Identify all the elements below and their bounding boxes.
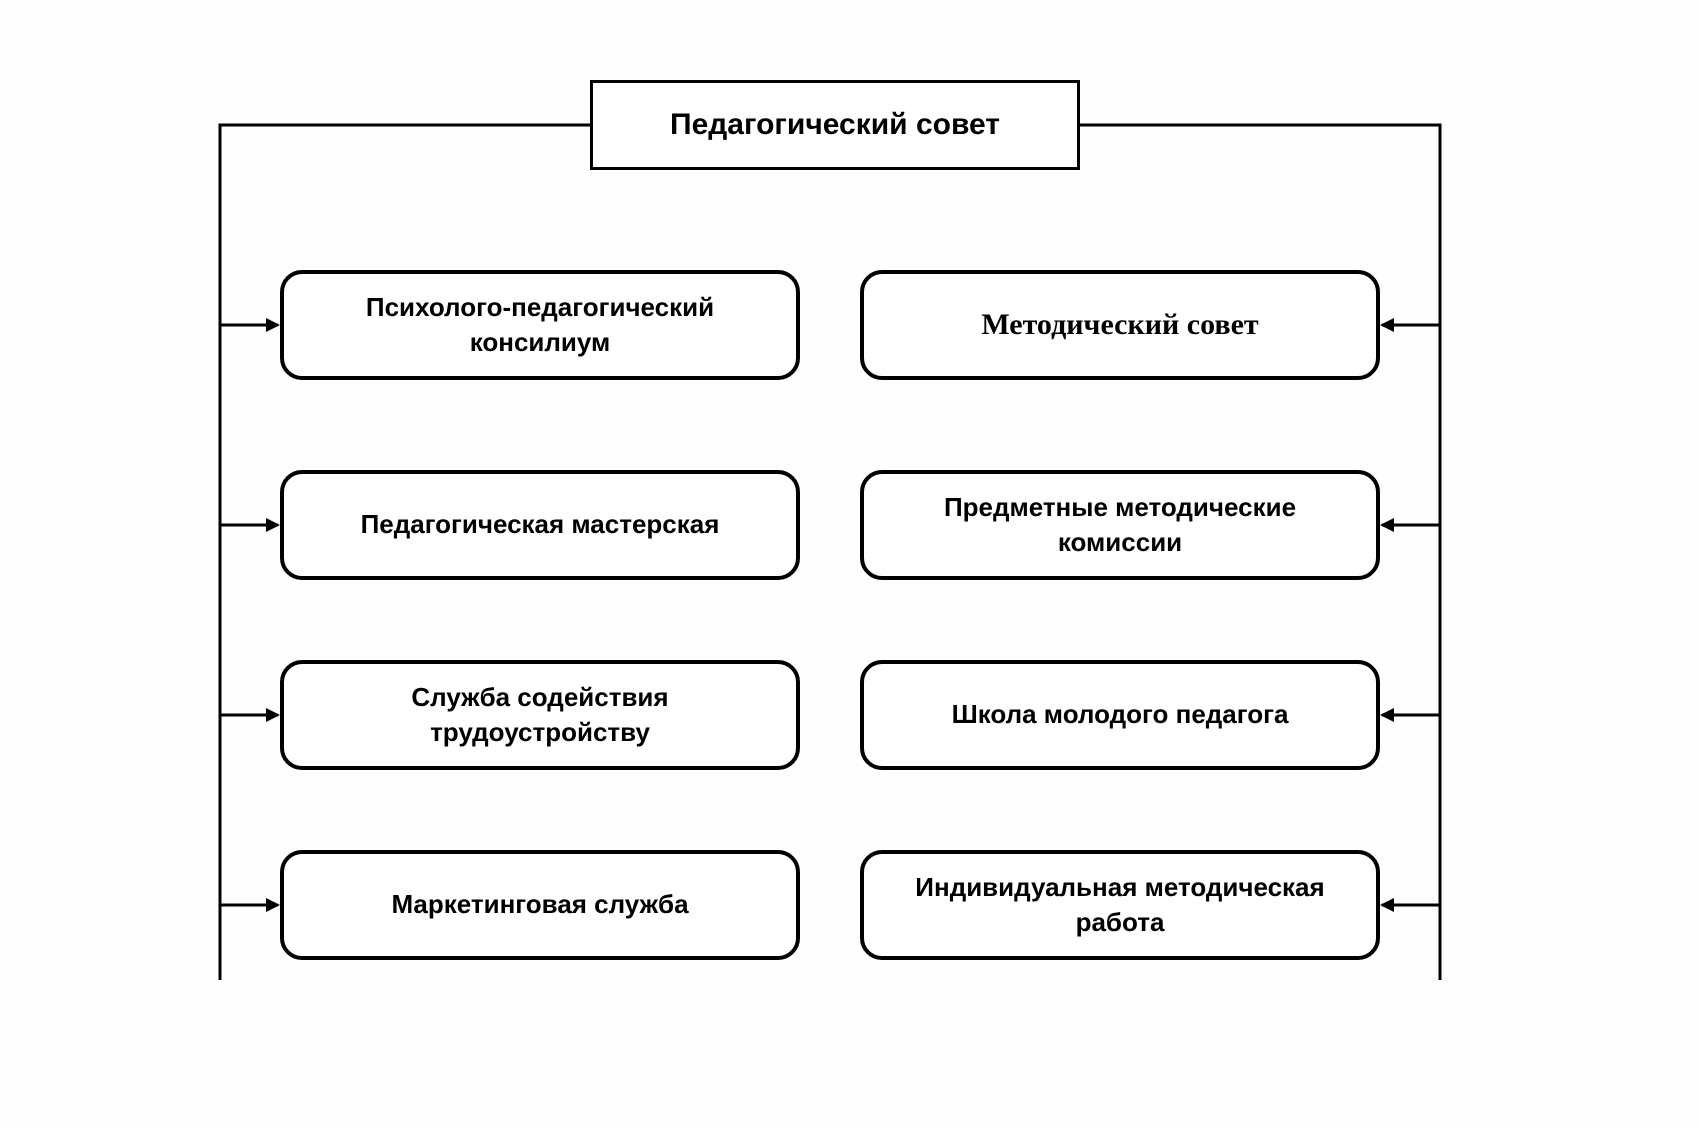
node-label: Предметные методические комиссии: [888, 490, 1352, 560]
left-node-3: Маркетинговая служба: [280, 850, 800, 960]
node-label: Школа молодого педагога: [952, 697, 1289, 732]
right-node-2: Школа молодого педагога: [860, 660, 1380, 770]
right-node-3: Индивидуальная методическая работа: [860, 850, 1380, 960]
node-label: Индивидуальная методическая работа: [888, 870, 1352, 940]
node-label: Служба содействия трудоустройству: [308, 680, 772, 750]
node-label: Психолого-педагогический консилиум: [308, 290, 772, 360]
left-node-2: Служба содействия трудоустройству: [280, 660, 800, 770]
org-chart-diagram: Педагогический совет Психолого-педагогич…: [200, 80, 1490, 1020]
left-node-1: Педагогическая мастерская: [280, 470, 800, 580]
node-label: Маркетинговая служба: [391, 887, 688, 922]
root-label: Педагогический совет: [670, 108, 1000, 142]
node-label: Методический совет: [981, 305, 1258, 346]
right-node-0: Методический совет: [860, 270, 1380, 380]
right-node-1: Предметные методические комиссии: [860, 470, 1380, 580]
left-node-0: Психолого-педагогический консилиум: [280, 270, 800, 380]
root-node: Педагогический совет: [590, 80, 1080, 170]
node-label: Педагогическая мастерская: [361, 507, 720, 542]
